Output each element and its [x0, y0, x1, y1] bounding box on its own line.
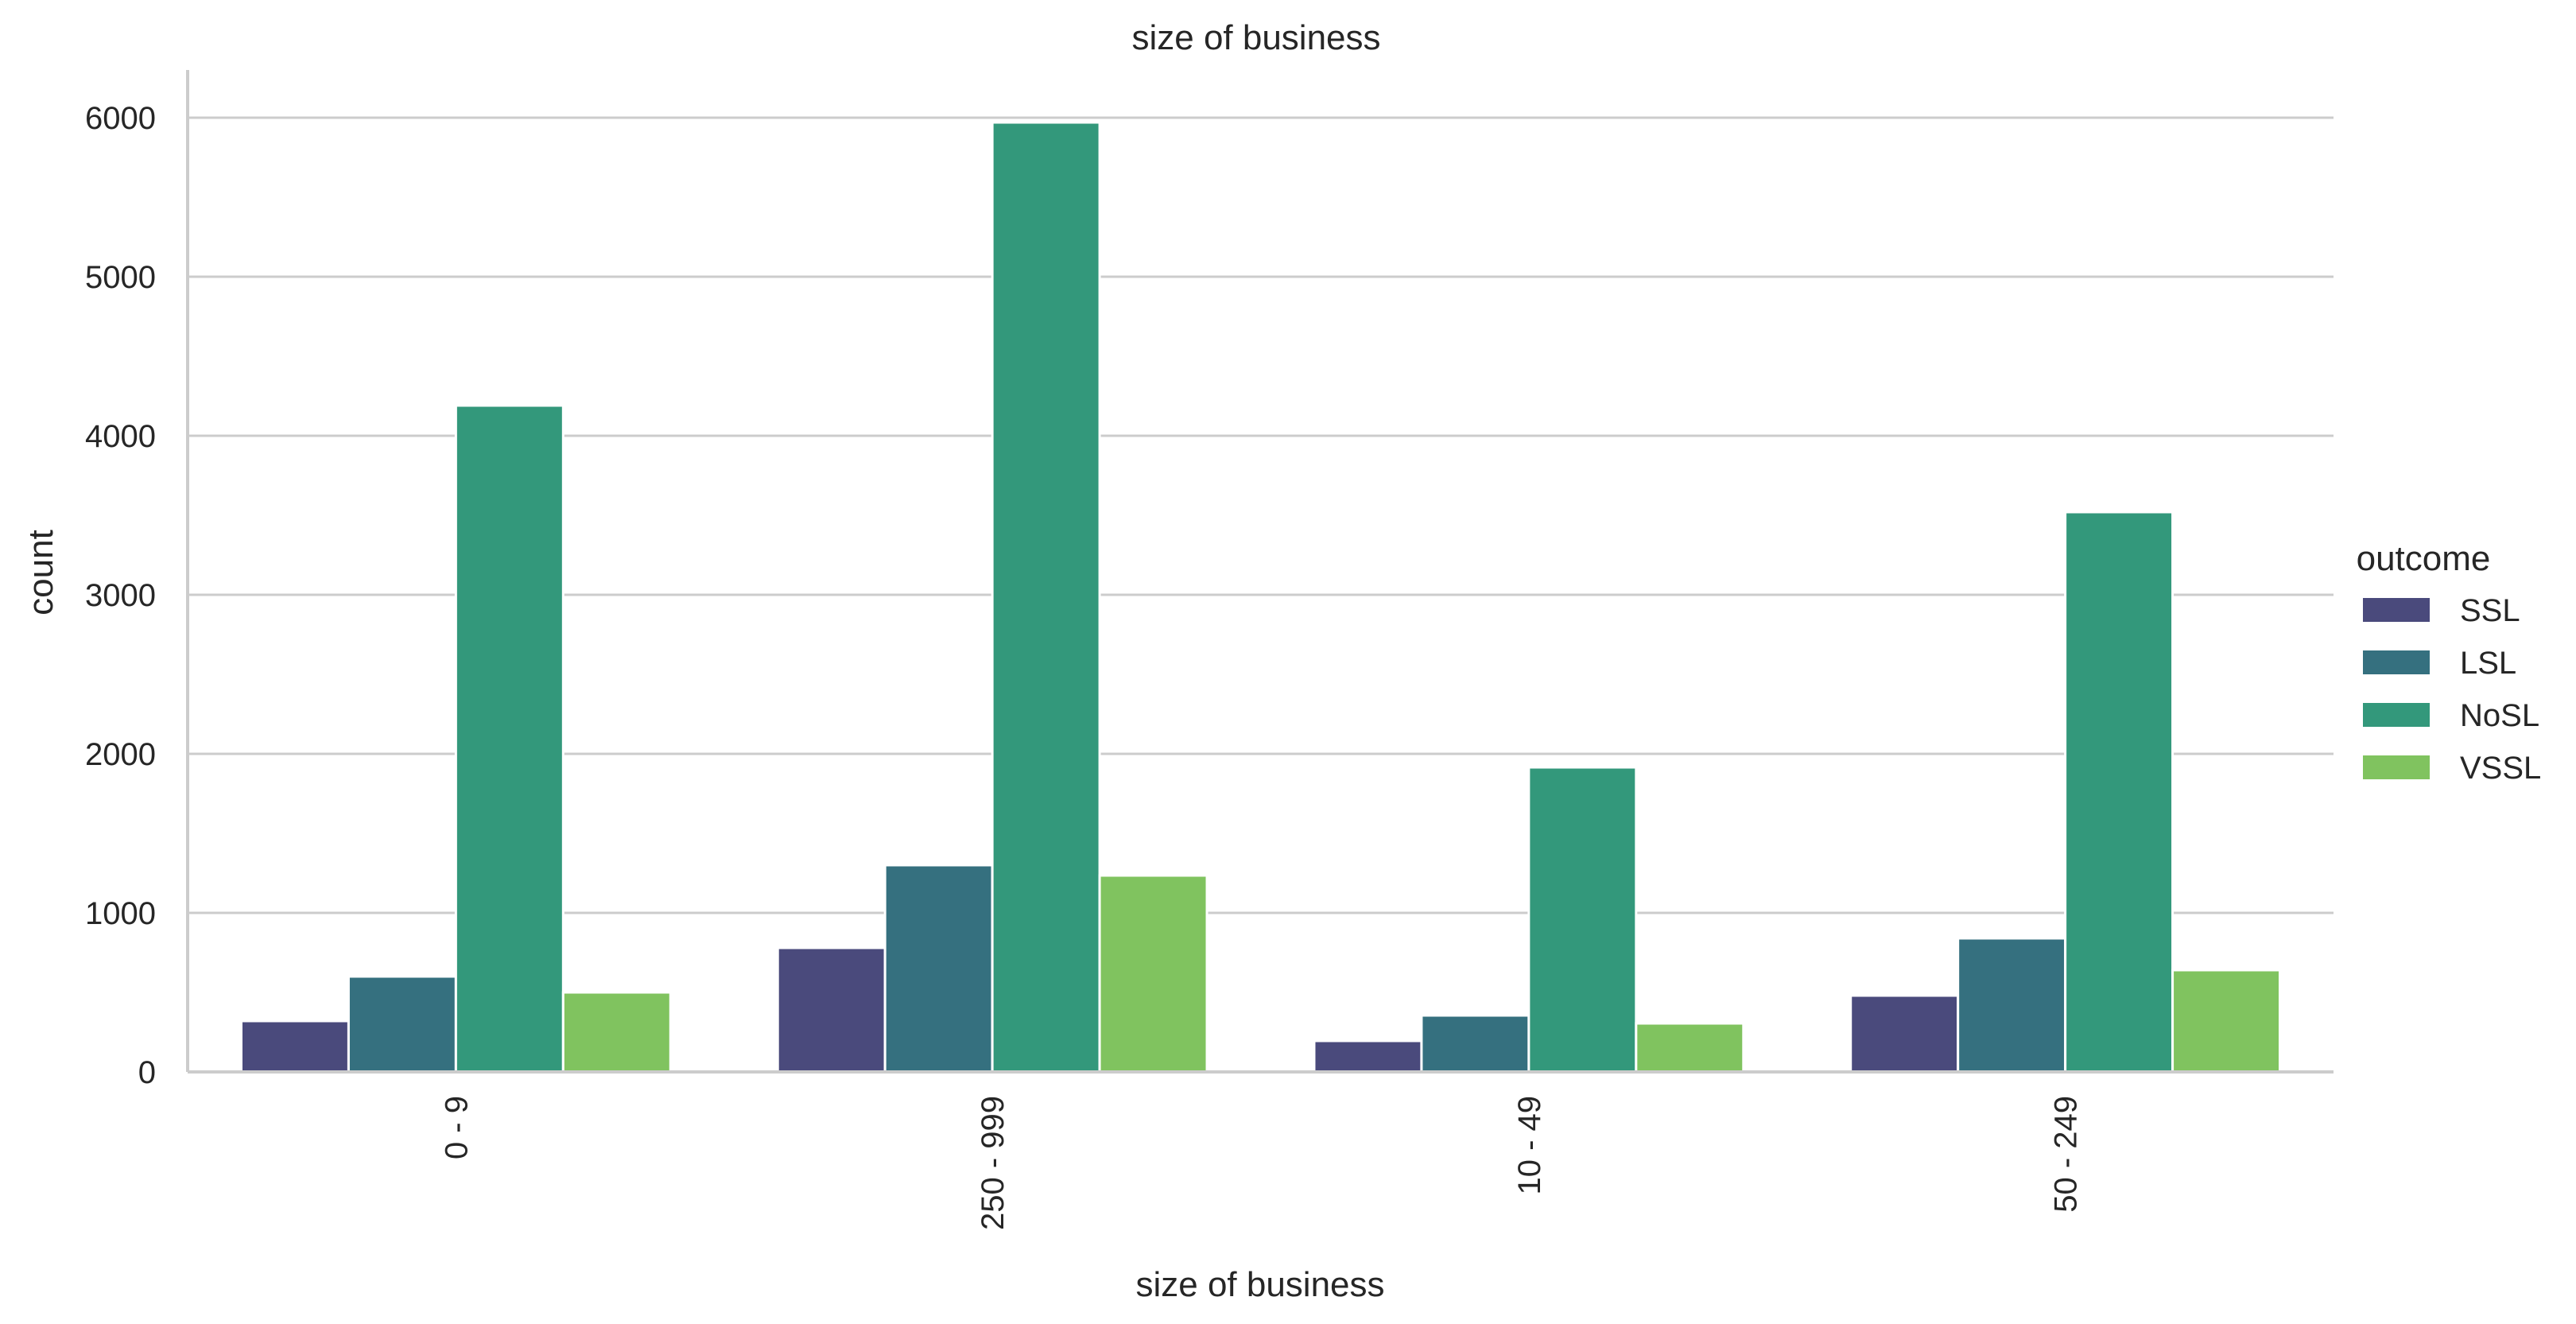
- bar-ssl: [776, 946, 886, 1074]
- bar-lsl: [883, 864, 994, 1074]
- legend: outcome SSL LSL NoSL VSSL: [2357, 539, 2542, 786]
- x-tick-label: 250 - 999: [976, 1096, 1011, 1230]
- bar-lsl: [347, 975, 457, 1074]
- bar-nosl: [2064, 511, 2174, 1074]
- bar-ssl: [1849, 994, 1960, 1074]
- y-tick-label: 2000: [85, 737, 156, 772]
- bar-nosl: [991, 121, 1101, 1074]
- legend-label-vssl: VSSL: [2460, 751, 2541, 786]
- y-tick-label: 4000: [85, 419, 156, 454]
- x-tick-label: 0 - 9: [439, 1096, 474, 1159]
- y-tick-labels: 0 1000 2000 3000 4000 5000 6000: [85, 101, 156, 1090]
- x-axis-title: size of business: [1135, 1265, 1384, 1304]
- bar-nosl: [1527, 766, 1638, 1074]
- y-tick-label: 3000: [85, 578, 156, 613]
- legend-swatch-ssl: [2363, 598, 2430, 622]
- legend-swatch-nosl: [2363, 703, 2430, 727]
- bar-vssl: [1098, 874, 1208, 1074]
- x-tick-label: 10 - 49: [1512, 1096, 1547, 1195]
- y-axis-title: count: [21, 530, 60, 615]
- bar-lsl: [1420, 1014, 1530, 1074]
- legend-swatch-vssl: [2363, 755, 2430, 779]
- bar-vssl: [2171, 969, 2282, 1074]
- bar-ssl: [239, 1019, 350, 1074]
- y-tick-label: 0: [138, 1055, 156, 1090]
- legend-label-ssl: SSL: [2460, 593, 2520, 628]
- bar-ssl: [1313, 1039, 1423, 1074]
- bar-lsl: [1957, 937, 2067, 1074]
- legend-label-nosl: NoSL: [2460, 698, 2539, 733]
- x-tick-labels: 0 - 9 250 - 999 10 - 49 50 - 249: [439, 1096, 2083, 1230]
- y-tick-label: 5000: [85, 260, 156, 295]
- chart-title: size of business: [1131, 18, 1380, 57]
- y-tick-label: 1000: [85, 896, 156, 931]
- legend-label-lsl: LSL: [2460, 646, 2516, 681]
- bar-nosl: [454, 404, 564, 1074]
- y-tick-label: 6000: [85, 101, 156, 136]
- bar-vssl: [1635, 1022, 1745, 1074]
- bars: [239, 121, 2282, 1074]
- x-tick-label: 50 - 249: [2049, 1096, 2084, 1213]
- legend-swatch-lsl: [2363, 650, 2430, 674]
- legend-title: outcome: [2357, 539, 2491, 578]
- bar-vssl: [561, 991, 672, 1074]
